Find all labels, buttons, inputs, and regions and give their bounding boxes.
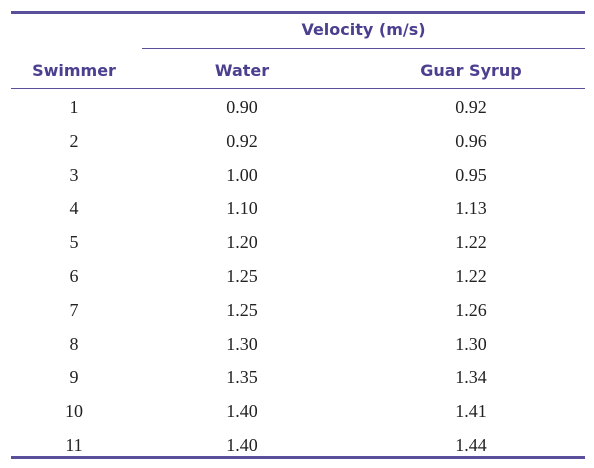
cell-swimmer: 6 (69, 265, 79, 286)
cell-guar-syrup: 0.96 (455, 130, 487, 151)
cell-guar-syrup: 0.92 (455, 97, 487, 117)
cell-swimmer: 8 (69, 333, 79, 354)
cell-water: 1.00 (226, 164, 258, 185)
cell-guar-syrup: 1.22 (455, 232, 487, 253)
table-row: 2 0.92 0.96 (11, 125, 585, 159)
table-row: 9 1.35 1.34 (11, 361, 585, 395)
group-header-rule (142, 48, 585, 49)
cell-swimmer: 4 (69, 198, 79, 219)
table-body: 1 0.90 0.92 2 0.92 0.96 3 1.00 0.95 4 1.10 1.13 5 1.2… (11, 91, 585, 463)
table-row: 11 1.40 1.44 (11, 429, 585, 463)
group-header-velocity: Velocity (m/s) (301, 20, 426, 39)
column-header-guar-syrup: Guar Syrup (420, 61, 522, 80)
cell-water: 1.10 (226, 198, 258, 219)
table-row: 5 1.20 1.22 (11, 226, 585, 260)
cell-guar-syrup: 1.34 (455, 367, 487, 388)
cell-guar-syrup: 0.95 (455, 164, 487, 185)
velocity-table: Velocity (m/s) Swimmer Water Guar Syrup … (11, 11, 585, 459)
cell-swimmer: 9 (69, 367, 79, 388)
cell-swimmer: 10 (65, 401, 83, 422)
cell-swimmer: 1 (69, 97, 79, 117)
cell-swimmer: 3 (69, 164, 79, 185)
cell-guar-syrup: 1.26 (455, 299, 487, 320)
cell-water: 0.90 (226, 97, 258, 117)
cell-swimmer: 2 (69, 130, 79, 151)
cell-guar-syrup: 1.22 (455, 265, 487, 286)
cell-swimmer: 5 (69, 232, 79, 253)
header-rule (11, 88, 585, 89)
table-row: 4 1.10 1.13 (11, 192, 585, 226)
table-row: 8 1.30 1.30 (11, 328, 585, 362)
cell-swimmer: 7 (69, 299, 79, 320)
table-row: 10 1.40 1.41 (11, 395, 585, 429)
cell-swimmer: 11 (65, 434, 83, 455)
table-header-group: Velocity (m/s) (11, 14, 585, 56)
cell-guar-syrup: 1.13 (455, 198, 487, 219)
cell-water: 1.25 (226, 299, 258, 320)
cell-water: 0.92 (226, 130, 258, 151)
table-row: 6 1.25 1.22 (11, 260, 585, 294)
cell-water: 1.20 (226, 232, 258, 253)
cell-guar-syrup: 1.44 (455, 434, 487, 455)
cell-water: 1.40 (226, 401, 258, 422)
cell-guar-syrup: 1.30 (455, 333, 487, 354)
cell-water: 1.40 (226, 434, 258, 455)
table-row: 3 1.00 0.95 (11, 159, 585, 193)
table-row: 1 0.90 0.92 (11, 91, 585, 125)
table-row: 7 1.25 1.26 (11, 294, 585, 328)
cell-guar-syrup: 1.41 (455, 401, 487, 422)
cell-water: 1.25 (226, 265, 258, 286)
column-header-water: Water (214, 61, 270, 80)
column-header-swimmer: Swimmer (32, 61, 116, 80)
cell-water: 1.35 (226, 367, 258, 388)
cell-water: 1.30 (226, 333, 258, 354)
